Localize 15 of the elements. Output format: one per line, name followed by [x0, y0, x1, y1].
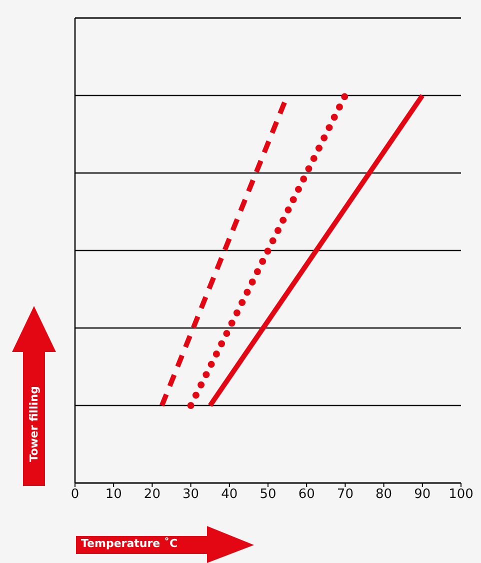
arrow-icon: Tower filling: [12, 306, 56, 486]
x-axis-title: Temperature ˚C: [81, 537, 178, 550]
x-tick-label: 90: [414, 487, 431, 502]
x-tick-label: 40: [221, 487, 238, 502]
arrow-icon: Temperature ˚C: [76, 526, 254, 563]
x-tick-label: 30: [182, 487, 200, 502]
x-tick-label: 70: [336, 487, 354, 502]
x-tick-label: 60: [298, 487, 315, 502]
x-tick-label: 100: [448, 487, 474, 502]
y-axis-title: Tower filling: [28, 386, 40, 462]
x-tick-label: 80: [376, 487, 392, 502]
x-tick-label: 0: [70, 487, 80, 502]
x-tick-label: 10: [105, 487, 122, 502]
x-tick-label: 20: [144, 487, 160, 502]
x-tick-label: 50: [260, 487, 276, 502]
